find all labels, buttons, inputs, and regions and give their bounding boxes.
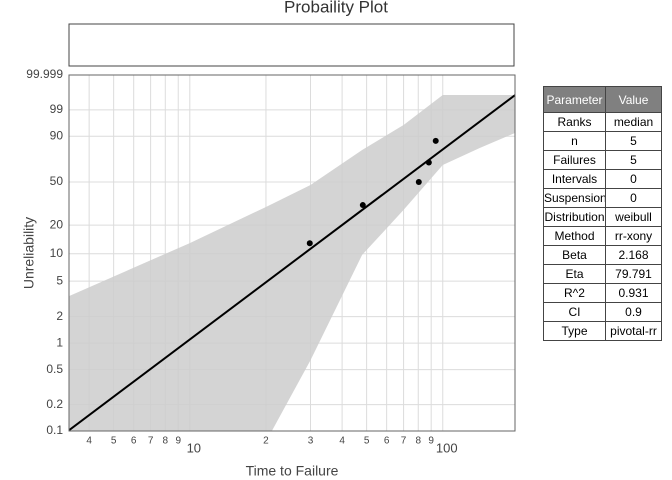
- data-point: [425, 159, 432, 166]
- x-tick-label: 4: [86, 436, 92, 447]
- y-tick-label: 2: [56, 309, 63, 323]
- parameter-cell: Failures: [543, 150, 606, 170]
- plot-area: [69, 75, 515, 431]
- x-tick-label: 10: [187, 440, 201, 455]
- table-row: Suspensions0: [543, 188, 662, 208]
- x-tick-label: 6: [131, 436, 137, 447]
- parameter-cell: CI: [543, 302, 606, 322]
- y-tick-label: 99: [50, 102, 64, 116]
- table-row: CI 0.9: [543, 302, 662, 322]
- x-tick-label: 6: [384, 436, 390, 447]
- y-tick-label: 99.999: [26, 67, 63, 81]
- x-tick-label: 9: [175, 436, 181, 447]
- value-cell: 0: [605, 188, 662, 208]
- table-header: Parameter Value: [543, 86, 662, 113]
- value-cell: median: [605, 112, 662, 132]
- table-row: Eta 79.791: [543, 264, 662, 284]
- table-row: Distribution weibull: [543, 207, 662, 227]
- parameter-cell: Beta: [543, 245, 606, 265]
- x-tick-label: 9: [428, 436, 434, 447]
- parameter-cell: Distribution: [543, 207, 606, 227]
- chart-title: Probaility Plot: [284, 0, 388, 16]
- table-row: R^2 0.931: [543, 283, 662, 303]
- data-point: [415, 178, 422, 185]
- x-tick-label: 8: [415, 436, 421, 447]
- table-row: Method rr-xony: [543, 226, 662, 246]
- parameter-cell: Method: [543, 226, 606, 246]
- y-tick-label: 0.1: [46, 423, 63, 437]
- x-tick-label: 5: [111, 436, 117, 447]
- x-tick-label: 7: [401, 436, 407, 447]
- legend-box: [68, 23, 515, 67]
- value-cell: pivotal-rr: [605, 321, 662, 341]
- parameter-table: Parameter Value Ranks median n 5 Failures 5 In…: [543, 86, 662, 341]
- x-tick-label: 5: [364, 436, 370, 447]
- header-cell: Parameter: [543, 86, 606, 113]
- y-tick-label: 0.5: [46, 362, 63, 376]
- y-tick-label: 1: [56, 335, 63, 349]
- chart: Probaility Plot Time to Failure Unreliab…: [21, 0, 516, 479]
- table-row: Ranks median: [543, 112, 662, 132]
- table-row: Beta 2.168: [543, 245, 662, 265]
- y-tick-label: 10: [50, 246, 64, 260]
- parameter-cell: R^2: [543, 283, 606, 303]
- x-axis-title: Time to Failure: [246, 463, 339, 479]
- x-tick-label: 8: [163, 436, 169, 447]
- parameter-cell: Ranks: [543, 112, 606, 132]
- header-cell: Value: [605, 86, 662, 113]
- value-cell: weibull: [605, 207, 662, 227]
- table-row: Type pivotal-rr: [543, 321, 662, 341]
- y-tick-label: 90: [50, 128, 64, 142]
- x-tick-label: 2: [263, 436, 269, 447]
- parameter-cell: n: [543, 131, 606, 151]
- y-axis-title: Unreliability: [21, 217, 37, 289]
- table-row: Failures 5: [543, 150, 662, 170]
- parameter-cell: Type: [543, 321, 606, 341]
- parameter-cell: Intervals: [543, 169, 606, 189]
- data-point: [432, 137, 439, 144]
- plot-frame: [68, 74, 516, 432]
- value-cell: 2.168: [605, 245, 662, 265]
- x-tick-label: 3: [308, 436, 314, 447]
- y-tick-label: 0.2: [46, 397, 63, 411]
- x-tick-label: 100: [436, 440, 458, 455]
- y-tick-label: 50: [50, 174, 64, 188]
- data-point: [359, 202, 366, 209]
- value-cell: 5: [605, 131, 662, 151]
- x-tick-label: 4: [339, 436, 345, 447]
- fit-line: [69, 94, 515, 431]
- parameter-cell: Suspensions: [543, 188, 606, 208]
- value-cell: 0.931: [605, 283, 662, 303]
- value-cell: 0.9: [605, 302, 662, 322]
- value-cell: rr-xony: [605, 226, 662, 246]
- value-cell: 0: [605, 169, 662, 189]
- y-tick-label: 5: [56, 273, 63, 287]
- value-cell: 79.791: [605, 264, 662, 284]
- value-cell: 5: [605, 150, 662, 170]
- parameter-cell: Eta: [543, 264, 606, 284]
- table-row: Intervals 0: [543, 169, 662, 189]
- y-tick-label: 20: [50, 217, 64, 231]
- data-point: [306, 240, 313, 247]
- x-tick-label: 7: [148, 436, 154, 447]
